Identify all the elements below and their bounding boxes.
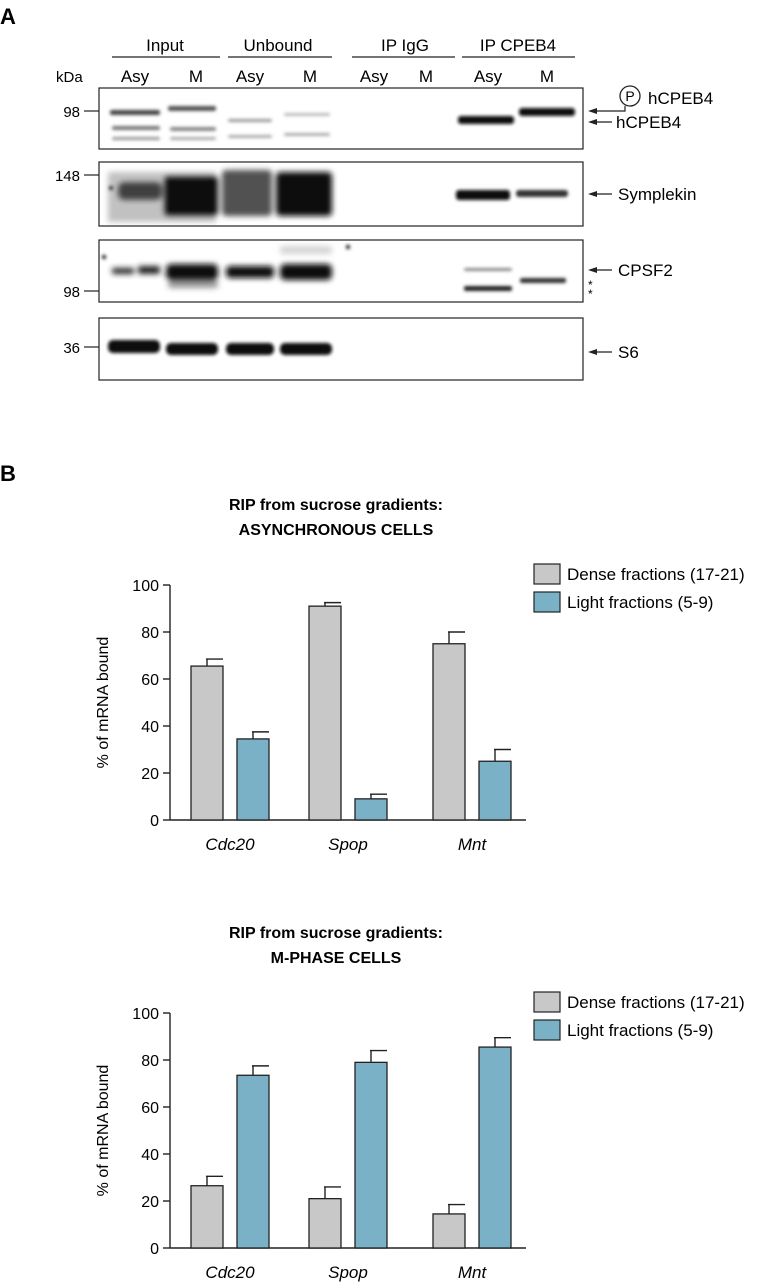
y-tick-label: 100 — [132, 578, 159, 595]
y-tick-label: 20 — [141, 766, 159, 783]
blot-bands — [108, 340, 332, 355]
y-tick-label: 20 — [141, 1194, 159, 1211]
kda-label: kDa — [56, 69, 83, 86]
bar-cdc20-light — [236, 738, 270, 821]
y-tick-label: 80 — [141, 625, 159, 642]
bar-mnt-dense — [432, 1213, 466, 1249]
chart-asynchronous: RIP from sucrose gradients: ASYNCHRONOUS … — [95, 497, 745, 854]
band-label-cpsf2: CPSF2 — [618, 261, 673, 280]
phospho-circle — [619, 85, 641, 107]
y-tick-label: 80 — [141, 1053, 159, 1070]
blot-symplekin: 148 Symplekin — [55, 161, 696, 227]
bar-cdc20-light — [236, 1074, 270, 1249]
band-label-hcpeb4: hCPEB4 — [616, 113, 681, 132]
chart-m-phase: RIP from sucrose gradients: M-PHASE CELLS… — [95, 925, 745, 1282]
lane-labels: kDa Asy M Asy M Asy M Asy M — [56, 67, 554, 86]
bar-mnt-dense — [432, 643, 466, 821]
lane-label: Asy — [121, 67, 150, 86]
y-tick-label: 100 — [132, 1006, 159, 1023]
band-label-symplekin: Symplekin — [618, 185, 696, 204]
chart-subtitle: M-PHASE CELLS — [271, 950, 402, 967]
band-label-p-hcpeb4: hCPEB4 — [648, 89, 713, 108]
y-tick-label: 0 — [150, 1241, 159, 1258]
category-label-mnt: Mnt — [458, 1263, 488, 1282]
panel-a: A Input Unbound IP IgG IP CPEB4 kDa Asy … — [0, 4, 713, 381]
chart-title: RIP from sucrose gradients: — [229, 497, 443, 514]
category-label-cdc20: Cdc20 — [205, 1263, 255, 1282]
legend-swatch-0 — [533, 563, 561, 585]
y-tick-label: 40 — [141, 719, 159, 736]
lane-label: M — [303, 67, 317, 86]
legend-label-0: Dense fractions (17-21) — [567, 993, 745, 1012]
bar-mnt-light — [478, 1046, 512, 1249]
legend-swatch-1 — [533, 591, 561, 613]
group-label-input: Input — [146, 36, 184, 55]
blot-cpsf2: 98 CPSF2 * * — [63, 239, 673, 303]
blot-bands — [110, 106, 575, 140]
blot-bands — [108, 170, 568, 222]
y-axis-label: % of mRNA bound — [95, 637, 112, 769]
bar-spop-dense — [308, 605, 342, 821]
marker-label-36: 36 — [63, 340, 80, 357]
blot-hcpeb4: 98 P hCPEB4 hCPEB4 — [63, 85, 713, 150]
category-label-mnt: Mnt — [458, 835, 488, 854]
arrow-head — [588, 267, 597, 273]
marker-label-98: 98 — [63, 104, 80, 121]
bar-mnt-light — [478, 760, 512, 821]
group-label-ip-igg: IP IgG — [381, 36, 429, 55]
blot-s6: 36 S6 — [63, 317, 639, 381]
bar-cdc20-dense — [190, 1185, 224, 1249]
band-label-s6: S6 — [618, 343, 639, 362]
y-tick-label: 40 — [141, 1147, 159, 1164]
arrow-head — [588, 191, 597, 197]
lane-label: M — [540, 67, 554, 86]
arrow-head — [588, 119, 597, 125]
chart-title: RIP from sucrose gradients: — [229, 925, 443, 942]
category-label-spop: Spop — [328, 1263, 368, 1282]
legend-label-1: Light fractions (5-9) — [567, 593, 713, 612]
blot-bands — [101, 244, 566, 291]
marker-label-98: 98 — [63, 284, 80, 301]
category-label-spop: Spop — [328, 835, 368, 854]
y-tick-label: 60 — [141, 672, 159, 689]
y-tick-label: 60 — [141, 1100, 159, 1117]
bar-spop-dense — [308, 1198, 342, 1249]
lane-label: Asy — [360, 67, 389, 86]
asterisk-top: * — [588, 278, 593, 292]
bar-cdc20-dense — [190, 665, 224, 821]
bar-spop-light — [354, 798, 388, 821]
phospho-symbol: P — [625, 88, 634, 104]
panel-b: B RIP from sucrose gradients: ASYNCHRONOU… — [0, 461, 745, 1282]
legend-swatch-0 — [533, 991, 561, 1013]
bar-spop-light — [354, 1061, 388, 1249]
phospho-bracket — [592, 106, 626, 112]
lane-label: Asy — [474, 67, 503, 86]
panel-a-letter: A — [0, 4, 16, 29]
legend-swatch-1 — [533, 1019, 561, 1041]
y-tick-label: 0 — [150, 813, 159, 830]
group-label-unbound: Unbound — [243, 36, 312, 55]
lane-label: M — [419, 67, 433, 86]
group-label-ip-cpeb4: IP CPEB4 — [480, 36, 556, 55]
panel-b-letter: B — [0, 461, 16, 486]
category-label-cdc20: Cdc20 — [205, 835, 255, 854]
y-axis-label: % of mRNA bound — [95, 1065, 112, 1197]
group-labels: Input Unbound IP IgG IP CPEB4 — [112, 36, 575, 58]
asterisk-bottom: * — [588, 287, 593, 301]
lane-label: Asy — [236, 67, 265, 86]
arrow-head — [588, 349, 597, 355]
legend-label-1: Light fractions (5-9) — [567, 1021, 713, 1040]
legend-label-0: Dense fractions (17-21) — [567, 565, 745, 584]
chart-subtitle: ASYNCHRONOUS CELLS — [239, 522, 434, 539]
arrow-head — [588, 108, 597, 114]
marker-label-148: 148 — [55, 168, 80, 185]
lane-label: M — [189, 67, 203, 86]
